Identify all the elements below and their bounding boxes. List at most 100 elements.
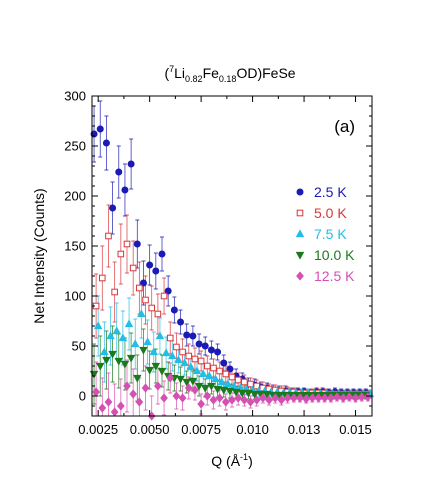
x-axis-title: Q (Å-1) [211,452,252,469]
data-point [158,250,166,258]
data-point [185,352,193,360]
data-point [174,355,183,364]
data-point [229,381,239,390]
data-point [180,358,189,367]
data-point [151,362,161,371]
data-point [161,348,171,357]
data-point [222,370,230,378]
data-point [214,348,222,356]
data-point [247,380,254,388]
data-point [136,284,143,292]
y-tick-label: 250 [64,139,86,154]
data-point [197,357,205,365]
series-12-5-k [92,373,372,421]
data-point [168,351,177,360]
data-point [112,326,121,335]
data-point [203,362,211,370]
data-point [116,401,125,411]
data-point [95,362,105,371]
legend-label: 5.0 K [314,205,347,221]
data-point [228,395,236,405]
data-point [157,367,167,376]
data-point [178,393,187,403]
data-point [302,394,310,404]
data-point [120,360,130,369]
legend-label: 2.5 K [314,184,347,200]
data-point [195,340,203,348]
data-point [115,168,123,176]
data-point [240,395,249,405]
data-point [231,388,241,397]
chart-title: (7Li0.82Fe0.18OD)FeSe [164,64,295,84]
data-point [210,364,217,372]
data-point [166,373,175,383]
data-point [228,373,236,381]
data-point [333,392,341,402]
data-point [226,365,234,373]
data-point [250,390,259,399]
data-point [357,392,366,402]
data-point [98,403,107,413]
data-point [139,346,148,355]
data-point [121,186,129,194]
data-point [145,366,154,375]
data-point [154,381,162,391]
data-point [207,382,216,391]
data-point [164,287,172,295]
data-point [262,390,272,399]
data-point [127,160,135,168]
data-point [186,362,196,371]
data-point [219,386,229,395]
data-point [192,366,202,375]
data-point [129,264,137,272]
legend-item: 7.5 K [295,226,347,242]
legend-marker [295,229,305,238]
y-tick-label: 150 [64,239,86,254]
data-point [217,377,226,386]
x-tick-label: 0.013 [288,422,321,437]
data-point [198,369,208,378]
data-point [100,347,109,356]
data-point [104,397,113,407]
data-point [265,395,273,405]
data-point [149,347,159,356]
data-point [176,375,185,384]
data-point [142,296,149,304]
data-point [111,288,118,296]
data-point [105,232,112,240]
data-point [179,348,186,356]
data-point [110,407,119,417]
y-axis-title: Net Intensity (Counts) [31,188,47,323]
series-7-5-k [93,309,375,398]
x-tick-label: 0.015 [339,422,372,437]
data-point [154,310,162,318]
data-point [241,378,248,386]
data-point [166,334,174,342]
data-point [211,374,220,383]
data-point [271,393,280,403]
data-point [253,382,261,390]
legend-label: 10.0 K [314,247,355,263]
data-point [191,385,199,395]
data-point [170,306,178,314]
legend-label: 7.5 K [314,226,347,242]
legend-item: 10.0 K [295,247,355,263]
data-point [238,389,247,398]
data-point [129,389,138,399]
data-point [189,332,197,340]
data-point [123,381,131,391]
data-point [220,359,228,367]
data-point [191,355,199,363]
data-point [197,399,205,409]
data-point [216,367,223,375]
x-tick-label: 0.0050 [130,422,170,437]
data-point [155,331,165,340]
legend-marker [296,271,304,281]
data-point [188,377,198,386]
data-point [102,139,110,147]
data-point [244,389,253,398]
x-tick-label: 0.0075 [181,422,221,437]
data-point [326,393,335,403]
data-point [102,356,111,365]
